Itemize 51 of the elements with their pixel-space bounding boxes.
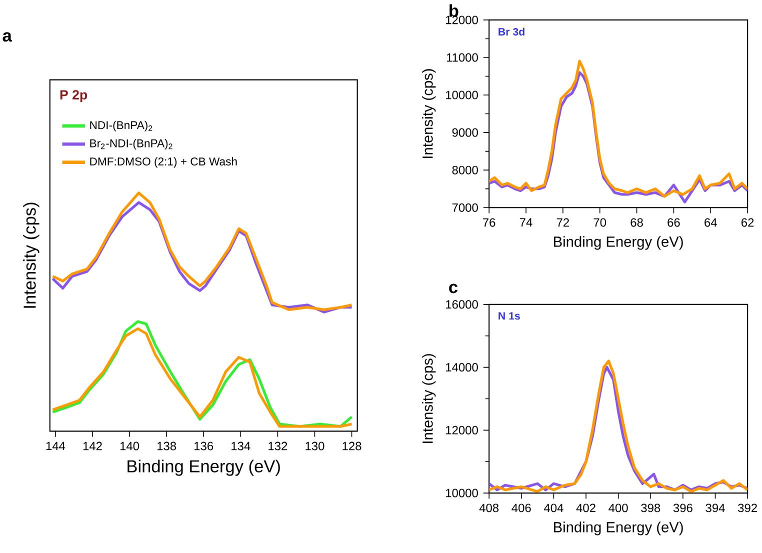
text: c — [449, 284, 458, 294]
y-tick-label: 10000 — [446, 488, 478, 498]
x-tick-label: 398 — [641, 504, 660, 512]
x-tick-label: 408 — [479, 504, 499, 512]
x-tick-label: 392 — [738, 504, 757, 512]
x-tick-label: 406 — [512, 504, 531, 512]
x-tick-label: 130 — [306, 442, 324, 450]
y-tick-label: 16000 — [446, 300, 478, 309]
y-tick-label: 14000 — [446, 363, 478, 372]
x-tick-label: 138 — [158, 442, 176, 450]
y-tick-label: 8000 — [452, 166, 478, 174]
legend-label: Br$_{2}$-NDI-(BnPA)$_{2}$ — [90, 139, 172, 150]
x-tick-label: 64 — [704, 218, 717, 227]
x-axis-title: Binding Energy (eV) — [128, 460, 280, 476]
y-axis-title: Intensity (cps) — [23, 202, 40, 308]
x-tick-label: 66 — [668, 218, 680, 227]
y-tick-label: 12000 — [446, 426, 478, 434]
x-tick-label: 132 — [268, 442, 288, 450]
x-tick-label: 402 — [576, 504, 596, 512]
x-tick-label: 70 — [594, 218, 606, 227]
text: Br 3d — [498, 28, 524, 36]
x-tick-label: 396 — [673, 504, 692, 512]
x-tick-label: 68 — [630, 218, 643, 227]
chart-title: P 2p — [60, 90, 88, 102]
y-axis-title: Intensity (cps) — [422, 69, 436, 158]
y-axis-title: Intensity (cps) — [422, 354, 436, 443]
x-tick-label: 394 — [706, 504, 725, 512]
x-tick-label: 144 — [46, 442, 66, 450]
x-tick-label: 142 — [83, 442, 102, 450]
x-tick-label: 404 — [544, 504, 564, 512]
y-tick-label: 7000 — [452, 203, 478, 212]
text: a — [2, 32, 12, 42]
x-axis-title: Binding Energy (eV) — [554, 236, 683, 250]
x-tick-label: 62 — [742, 218, 754, 227]
legend-label: DMF:DMSO (2:1) + CB Wash — [90, 157, 237, 168]
x-tick-label: 136 — [194, 442, 214, 450]
text: N 1s — [498, 312, 520, 320]
x-tick-label: 134 — [232, 442, 250, 450]
x-tick-label: 76 — [483, 218, 496, 227]
x-axis-title: Binding Energy (eV) — [554, 522, 683, 536]
x-tick-label: 140 — [120, 442, 140, 450]
legend-label: NDI-(BnPA)$_{2}$ — [90, 120, 152, 132]
x-tick-label: 72 — [556, 218, 569, 227]
text: b — [450, 4, 458, 17]
y-tick-label: 11000 — [446, 53, 478, 62]
y-tick-label: 10000 — [446, 90, 478, 100]
x-tick-label: 128 — [342, 442, 362, 450]
y-tick-label: 9000 — [452, 128, 478, 137]
x-tick-label: 74 — [520, 218, 532, 227]
x-tick-label: 400 — [608, 504, 628, 512]
y-tick-label: 12000 — [446, 16, 478, 24]
